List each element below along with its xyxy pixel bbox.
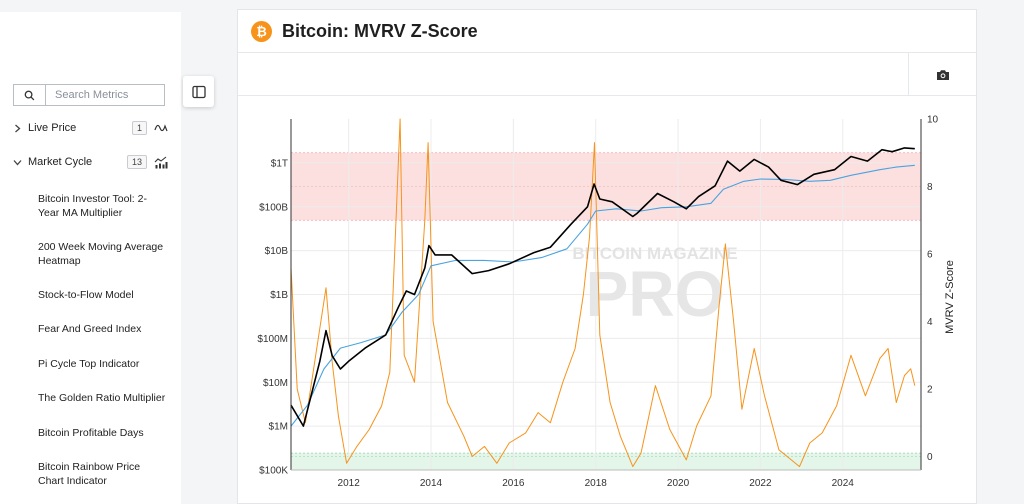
y-right-tick-label: 10 [927,115,939,126]
x-tick-label: 2018 [585,478,608,489]
wave-icon [154,122,168,134]
watermark: BITCOIN MAGAZINE PRO [572,244,737,330]
category-label: Market Cycle [28,156,93,168]
page-title: Bitcoin: MVRV Z-Score [282,20,478,41]
sidebar-toggle-button[interactable] [183,76,214,107]
y-left-tick-label: $1T [271,158,288,169]
y-right-tick-label: 0 [927,452,933,463]
mvrv-zscore-line [290,118,916,468]
metric-item[interactable]: The Golden Ratio Multiplier [38,392,166,404]
search-icon [24,90,35,100]
sidebar-toggle-icon [191,85,206,98]
screenshot-button[interactable] [908,53,976,96]
chart-header: ₿ Bitcoin: MVRV Z-Score [238,10,976,53]
cycle-chart-icon [154,156,168,169]
y-left-tick-label: $100B [259,202,288,213]
category-live-price[interactable]: Live Price 1 [0,117,181,139]
chart-toolbar [238,53,976,96]
y-left-tick-label: $1B [270,290,288,301]
y-right-tick-label: 6 [927,250,933,261]
metric-item[interactable]: Stock-to-Flow Model [38,289,134,301]
x-tick-label: 2024 [832,478,855,489]
metric-item[interactable]: 200 Week Moving Average Heatmap [38,241,164,267]
search-button[interactable] [14,85,46,105]
bitcoin-icon: ₿ [251,20,272,42]
metric-item[interactable]: Bitcoin Rainbow Price Chart Indicator [38,461,141,487]
chevron-right-icon [11,124,24,133]
y-right-tick-label: 4 [927,317,933,328]
watermark-logo: PRO [586,258,725,330]
category-count: 13 [126,155,147,169]
search-box [13,84,165,106]
metric-item[interactable]: Pi Cycle Top Indicator [38,358,140,370]
y-right-tick-label: 8 [927,182,933,193]
y-right-axis-label: MVRV Z-Score [944,260,956,334]
x-tick-label: 2022 [749,478,772,489]
search-input[interactable] [46,85,164,105]
y-right-tick-label: 2 [927,385,933,396]
y-left-tick-label: $10M [263,378,288,389]
chart-panel: ₿ Bitcoin: MVRV Z-Score [237,9,977,504]
zone-bottom [291,453,921,470]
metric-item[interactable]: Fear And Greed Index [38,323,142,335]
sidebar: Live Price 1 Market Cycle 13 Bitcoin Inv… [0,12,181,504]
camera-icon [936,69,949,80]
category-market-cycle[interactable]: Market Cycle 13 [0,151,181,173]
x-tick-label: 2016 [502,478,525,489]
metric-item[interactable]: Bitcoin Profitable Days [38,427,144,439]
chevron-down-icon [11,159,24,166]
category-count: 1 [131,121,147,135]
y-left-tick-label: $1M [269,422,288,433]
y-left-tick-label: $100M [257,334,288,345]
x-tick-label: 2020 [667,478,690,489]
x-tick-label: 2014 [420,478,443,489]
category-label: Live Price [28,122,77,134]
y-left-tick-label: $100K [259,466,288,477]
x-tick-label: 2012 [338,478,361,489]
price-line [290,147,915,427]
y-left-tick-label: $10B [265,246,289,257]
watermark-text: BITCOIN MAGAZINE [572,244,737,263]
metric-item[interactable]: Bitcoin Investor Tool: 2-Year MA Multipl… [38,193,147,219]
